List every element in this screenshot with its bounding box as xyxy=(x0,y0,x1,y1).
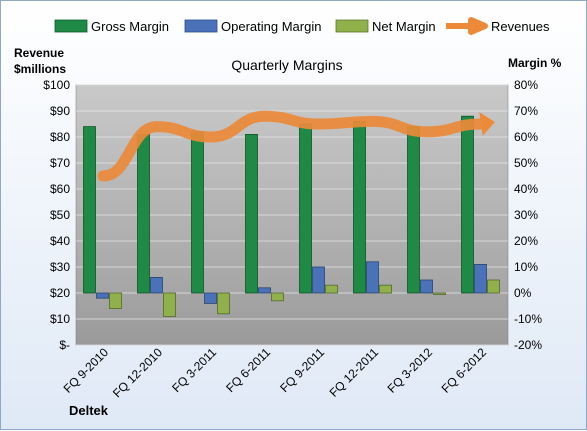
right-tick-label: 60% xyxy=(514,130,538,144)
legend: Gross Margin Operating Margin Net Margin… xyxy=(54,17,550,35)
legend-swatch-operating-margin xyxy=(184,19,218,33)
right-tick-label: 30% xyxy=(514,208,538,222)
bar-operating-margin-3 xyxy=(258,287,271,294)
right-axis-label: Margin % xyxy=(508,56,562,70)
left-tick-label: $40 xyxy=(50,234,70,248)
bar-operating-margin-2 xyxy=(204,292,217,304)
right-tick-label: 20% xyxy=(514,234,538,248)
right-axis-ticks: -20% -10% 0% 10% 20% 30% 40% 50% 60% 70% 80% xyxy=(514,78,542,352)
legend-label-revenues: Revenues xyxy=(491,19,550,34)
left-tick-label: $30 xyxy=(50,260,70,274)
right-tick-label: 80% xyxy=(514,78,538,92)
x-tick-label: FQ 6-2011 xyxy=(223,345,273,395)
right-tick-label: 50% xyxy=(514,156,538,170)
left-tick-label: $90 xyxy=(50,104,70,118)
x-tick-label: FQ 12-2010 xyxy=(110,345,165,400)
bar-net-margin-7 xyxy=(487,279,500,294)
x-tick-label: FQ 6-2012 xyxy=(439,345,490,396)
bar-operating-margin-7 xyxy=(474,263,487,294)
left-tick-label: $70 xyxy=(50,156,70,170)
x-tick-label: FQ 9-2011 xyxy=(277,345,327,395)
x-tick-label: FQ 9-2010 xyxy=(61,345,112,396)
bar-net-margin-4 xyxy=(325,284,338,294)
left-tick-label: $10 xyxy=(50,312,70,326)
x-tick-label: FQ 3-2012 xyxy=(385,345,436,396)
x-tick-label: FQ 3-2011 xyxy=(169,345,219,395)
bar-net-margin-0 xyxy=(109,292,122,310)
right-tick-label: 10% xyxy=(514,260,538,274)
legend-swatch-gross-margin xyxy=(54,19,88,33)
right-tick-label: -10% xyxy=(514,312,542,326)
left-tick-label: $80 xyxy=(50,130,70,144)
bars xyxy=(83,115,500,317)
bar-gross-margin-5 xyxy=(353,121,366,294)
bar-gross-margin-6 xyxy=(407,126,420,294)
bar-net-margin-2 xyxy=(217,292,230,315)
bar-gross-margin-2 xyxy=(191,131,204,294)
bar-net-margin-3 xyxy=(271,292,284,302)
left-tick-label: $- xyxy=(59,338,70,352)
bar-operating-margin-1 xyxy=(150,276,163,294)
legend-swatch-net-margin xyxy=(335,19,369,33)
right-tick-label: 0% xyxy=(514,286,532,300)
x-tick-label: FQ 12-2011 xyxy=(327,345,382,400)
bar-operating-margin-0 xyxy=(96,292,109,299)
bar-net-margin-6 xyxy=(433,292,446,295)
legend-label-operating-margin: Operating Margin xyxy=(221,19,321,34)
revenue-line-layer xyxy=(97,110,495,182)
bar-net-margin-5 xyxy=(379,284,392,294)
revenue-line xyxy=(97,110,487,182)
right-tick-label: -20% xyxy=(514,338,542,352)
left-tick-label: $100 xyxy=(43,78,70,92)
legend-label-gross-margin: Gross Margin xyxy=(91,19,169,34)
left-tick-label: $50 xyxy=(50,208,70,222)
legend-swatch-revenues xyxy=(446,17,488,35)
bar-gross-margin-0 xyxy=(83,126,96,294)
right-tick-label: 70% xyxy=(514,104,538,118)
bar-gross-margin-1 xyxy=(137,133,150,294)
bar-operating-margin-4 xyxy=(312,266,325,294)
left-axis-label-line2: $millions xyxy=(14,62,66,76)
bar-operating-margin-5 xyxy=(366,261,379,294)
bar-net-margin-1 xyxy=(163,292,176,317)
bar-gross-margin-4 xyxy=(299,123,312,294)
chart-title: Quarterly Margins xyxy=(231,57,342,73)
left-tick-label: $60 xyxy=(50,182,70,196)
bar-gross-margin-3 xyxy=(245,133,258,294)
legend-label-net-margin: Net Margin xyxy=(372,19,436,34)
left-tick-label: $20 xyxy=(50,286,70,300)
brand-label: Deltek xyxy=(69,403,109,418)
bar-gross-margin-7 xyxy=(461,115,474,294)
right-tick-label: 40% xyxy=(514,182,538,196)
bar-operating-margin-6 xyxy=(420,279,433,294)
left-axis-label-line1: Revenue xyxy=(14,46,64,60)
left-axis-ticks: $- $10 $20 $30 $40 $50 $60 $70 $80 $90 $100 xyxy=(43,78,70,352)
revenue-line-arrowhead xyxy=(479,112,495,136)
